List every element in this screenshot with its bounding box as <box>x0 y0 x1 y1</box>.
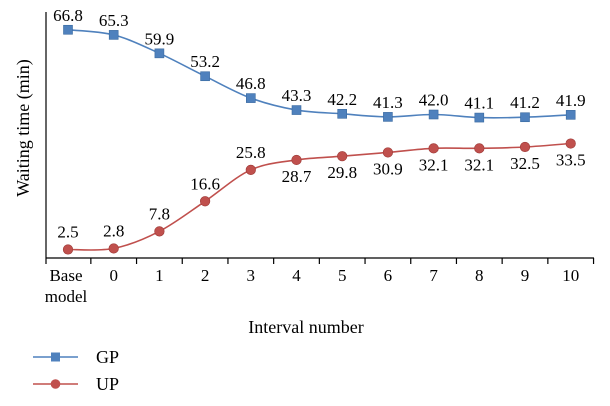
data-label-gp: 66.8 <box>53 6 83 25</box>
legend-marker-up <box>50 379 61 389</box>
data-label-up: 16.6 <box>190 174 220 193</box>
data-label-up: 7.8 <box>149 204 170 223</box>
x-tick-label: 3 <box>247 266 256 285</box>
legend-marker-gp <box>51 352 60 362</box>
data-label-up: 32.5 <box>510 154 540 173</box>
x-tick-label: 0 <box>109 266 118 285</box>
x-tick-label: 1 <box>155 266 164 285</box>
data-label-gp: 42.0 <box>419 91 449 110</box>
x-axis-title: Interval number <box>248 317 363 337</box>
data-label-up: 28.7 <box>282 167 312 186</box>
data-point-gp <box>565 110 576 120</box>
x-tick-label: 2 <box>201 266 210 285</box>
series-line-gp <box>67 29 571 119</box>
legend-label-gp: GP <box>96 347 119 367</box>
data-label-gp: 43.3 <box>282 86 312 105</box>
data-point-gp <box>246 93 256 103</box>
x-tick-label: 8 <box>475 266 484 285</box>
data-point-gp <box>337 109 348 119</box>
data-label-up: 2.8 <box>103 221 124 240</box>
x-tick-label: 9 <box>521 266 530 285</box>
data-label-gp: 59.9 <box>145 29 175 48</box>
data-label-up: 30.9 <box>373 159 403 178</box>
data-point-up <box>291 154 302 166</box>
data-label-up: 33.5 <box>556 151 586 170</box>
data-point-up <box>245 164 256 175</box>
data-label-gp: 41.9 <box>556 91 586 110</box>
x-tick-label: Base model <box>45 266 88 306</box>
data-point-gp <box>291 105 302 115</box>
data-point-gp <box>428 109 439 120</box>
data-point-up <box>428 143 439 154</box>
x-tick-label: 7 <box>429 266 438 285</box>
legend: GP UP <box>33 347 119 394</box>
data-label-up: 25.8 <box>236 143 266 162</box>
data-point-up <box>108 243 119 254</box>
series-line-up <box>67 142 571 251</box>
data-label-up: 2.5 <box>57 222 78 241</box>
data-point-up <box>565 138 576 149</box>
data-label-up: 29.8 <box>327 163 357 182</box>
data-label-up: 32.1 <box>464 155 494 174</box>
x-tick-label: 4 <box>292 266 301 285</box>
data-point-gp <box>63 24 73 35</box>
legend-label-up: UP <box>96 374 119 394</box>
data-label-up: 32.1 <box>419 155 449 174</box>
data-point-up <box>382 147 394 158</box>
data-point-up <box>154 226 165 237</box>
x-tick-label: 6 <box>384 266 393 285</box>
data-label-gp: 42.2 <box>327 90 357 109</box>
data-label-gp: 41.1 <box>464 94 494 113</box>
data-point-gp <box>383 112 393 122</box>
data-label-gp: 41.3 <box>373 93 403 112</box>
data-point-gp <box>108 30 119 40</box>
data-label-gp: 65.3 <box>99 11 129 30</box>
data-point-gp <box>520 112 530 123</box>
data-point-up <box>474 143 485 154</box>
data-label-gp: 53.2 <box>190 52 220 71</box>
data-label-gp: 41.2 <box>510 93 540 112</box>
data-point-gp <box>154 48 165 59</box>
data-label-gp: 46.8 <box>236 74 266 93</box>
x-tick-label: 10 <box>562 266 579 285</box>
data-point-up <box>337 151 348 162</box>
data-point-up <box>200 196 211 207</box>
data-point-gp <box>200 71 210 82</box>
x-tick-label: 5 <box>338 266 347 285</box>
data-point-up <box>62 244 74 255</box>
data-point-up <box>519 141 531 153</box>
y-axis-title: Waiting time (min) <box>13 59 34 197</box>
data-point-gp <box>474 112 485 123</box>
